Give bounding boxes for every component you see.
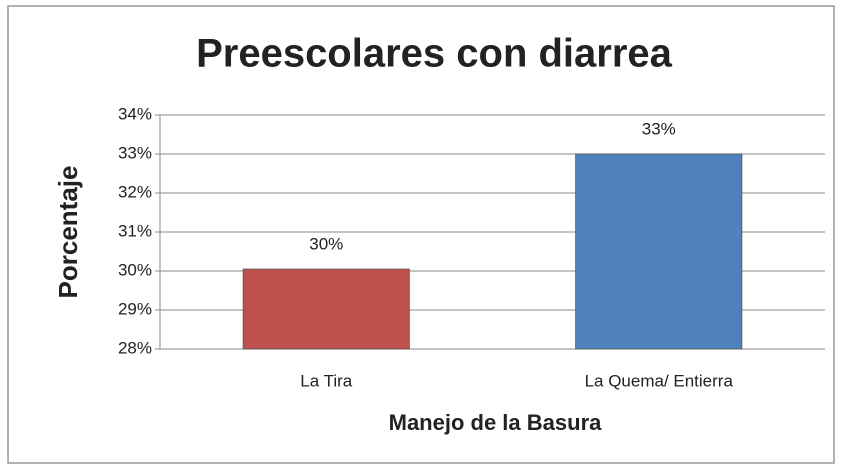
x-tick-label: La Tira <box>300 371 353 390</box>
chart-title: Preescolares con diarrea <box>196 32 673 76</box>
y-tick-label: 32% <box>118 182 152 201</box>
value-label: 33% <box>642 119 676 138</box>
bar <box>242 268 410 350</box>
y-tick-label: 29% <box>118 299 152 318</box>
y-tick-label: 33% <box>118 143 152 162</box>
y-tick-label: 31% <box>118 221 152 240</box>
y-tick-label: 34% <box>118 104 152 123</box>
x-tick-label: La Quema/ Entierra <box>585 371 734 390</box>
value-label: 30% <box>309 235 343 254</box>
y-tick-label: 28% <box>118 338 152 357</box>
y-tick-label: 30% <box>118 260 152 279</box>
bar <box>575 153 743 350</box>
x-axis-label: Manejo de la Basura <box>389 410 603 435</box>
y-axis-label: Porcentaje <box>53 166 83 299</box>
